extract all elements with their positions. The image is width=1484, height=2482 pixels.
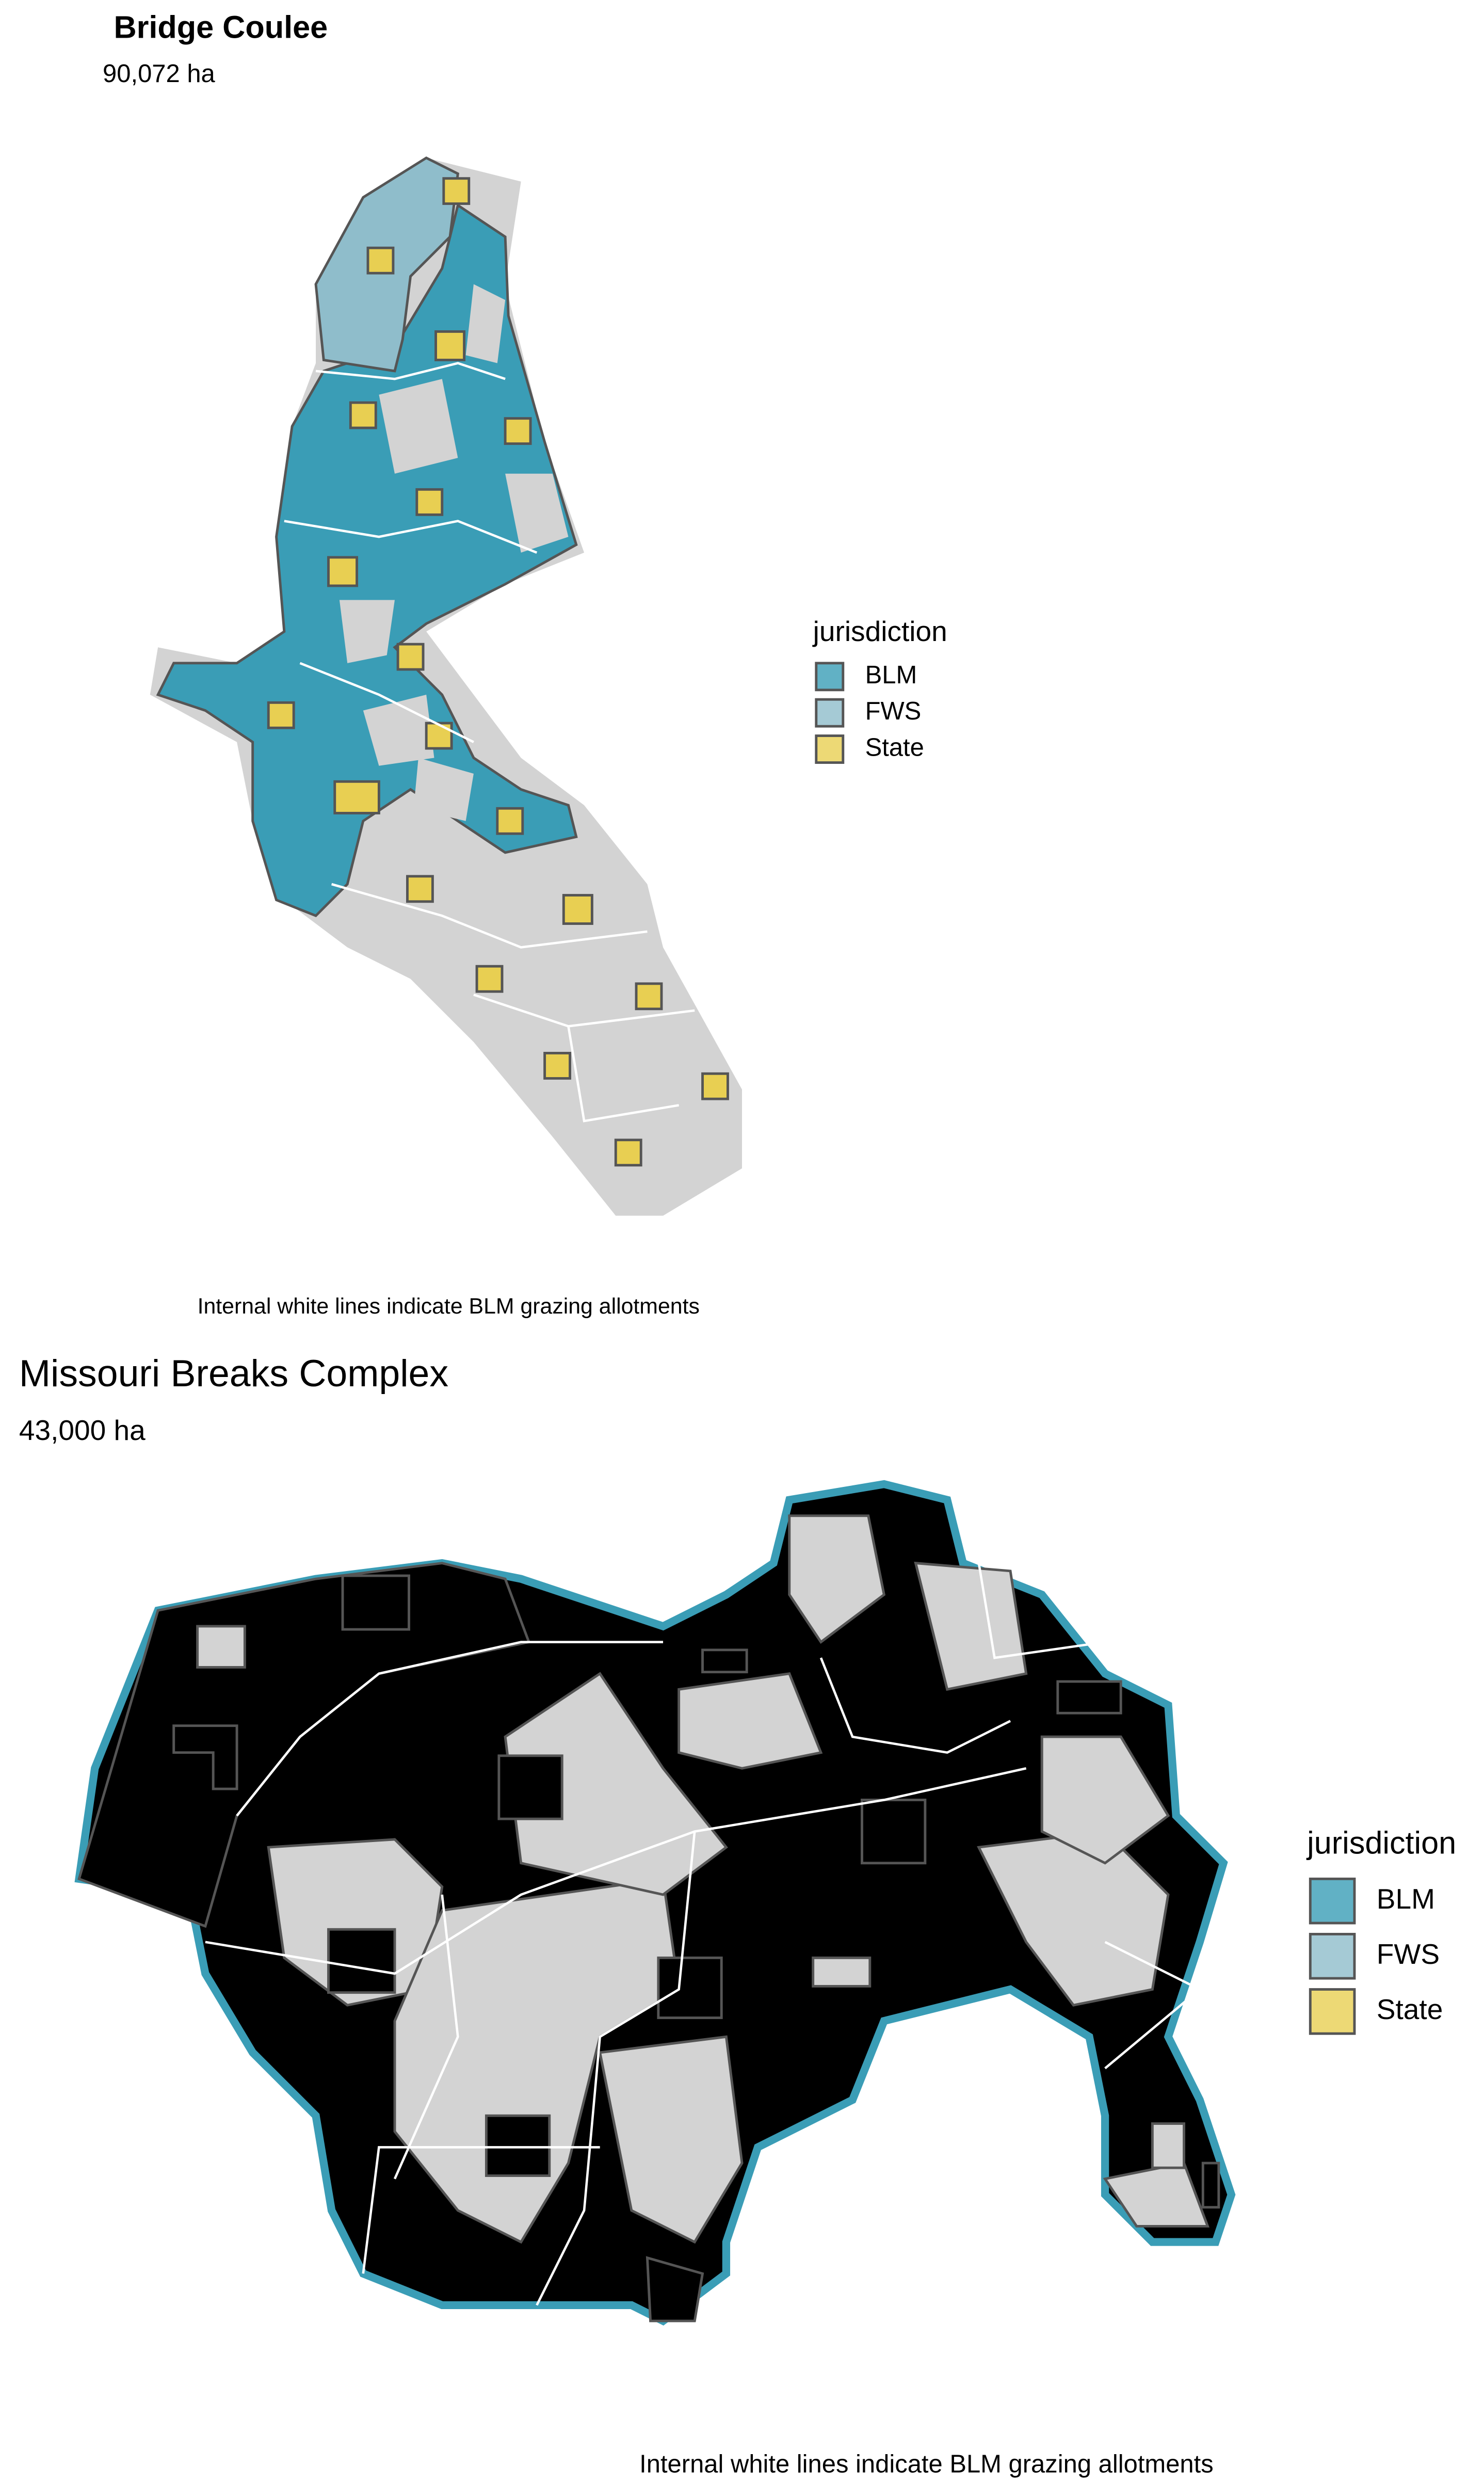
- map-area: 43,000 ha: [19, 1414, 146, 1446]
- legend-label: BLM: [1377, 1883, 1435, 1915]
- legend-title: jurisdiction: [812, 615, 947, 647]
- legend-swatch: [815, 734, 845, 764]
- land: [1151, 2122, 1186, 2169]
- state-parcels: [267, 177, 729, 1167]
- blm-land: [156, 203, 578, 918]
- state-parcel: [415, 488, 444, 516]
- state-parcel: [406, 875, 434, 903]
- land: [379, 379, 458, 474]
- state-parcel: [485, 2114, 551, 2177]
- state-parcel: [504, 417, 532, 445]
- allotment-lines: [205, 1563, 1202, 2306]
- state-parcel: [434, 330, 466, 361]
- state-parcel: [475, 965, 504, 993]
- caption: Internal white lines indicate BLM grazin…: [639, 2451, 1214, 2478]
- legend-swatch: [1309, 1988, 1356, 2035]
- land: [393, 1877, 681, 2244]
- legend-label: State: [865, 733, 924, 761]
- map-bridge-coulee: Bridge Coulee 90,072 ha: [103, 9, 947, 1319]
- land: [812, 1956, 872, 1988]
- state-parcel: [1056, 1680, 1122, 1715]
- legend-label: State: [1377, 1993, 1443, 2025]
- legend: BLM FWS State: [1309, 1877, 1443, 2035]
- caption: Internal white lines indicate BLM grazin…: [198, 1294, 700, 1319]
- legend-label: FWS: [1377, 1938, 1440, 1970]
- state-parcel: [172, 1724, 238, 1790]
- legend-swatch: [1309, 1877, 1356, 1925]
- legend-swatch: [815, 698, 845, 728]
- state-parcel: [396, 643, 425, 671]
- land: [196, 1625, 246, 1669]
- land: [413, 758, 474, 821]
- state-parcel: [543, 1052, 571, 1080]
- state-parcel: [701, 1648, 748, 1674]
- state-parcel: [496, 807, 524, 835]
- legend-title: jurisdiction: [1306, 1825, 1456, 1860]
- state-parcel: [327, 556, 359, 587]
- state-parcel: [614, 1139, 642, 1167]
- land: [339, 600, 395, 663]
- state-parcel: [425, 722, 453, 750]
- land: [598, 2035, 744, 2244]
- state-parcel: [646, 2256, 704, 2323]
- state-parcel: [341, 1574, 410, 1631]
- state-parcel: [349, 401, 377, 429]
- state-parcel: [861, 1798, 927, 1865]
- land: [465, 284, 506, 363]
- state-parcel: [701, 1072, 729, 1100]
- map-area: 90,072 ha: [103, 60, 215, 88]
- state-parcel: [267, 701, 295, 729]
- state-parcel: [562, 894, 593, 925]
- state-parcel: [1201, 2161, 1220, 2209]
- state-parcels: [172, 1574, 1220, 2323]
- legend: BLM FWS State: [815, 661, 924, 764]
- legend-label: BLM: [865, 661, 917, 689]
- allotment-lines: [284, 362, 695, 1123]
- state-parcel: [366, 246, 395, 275]
- map-missouri-breaks: Missouri Breaks Complex 43,000 ha: [19, 1352, 1456, 2478]
- land: [788, 1514, 886, 1644]
- state-parcel: [635, 982, 663, 1011]
- legend-label: FWS: [865, 697, 922, 725]
- land: [1040, 1735, 1170, 1865]
- state-parcel: [657, 1956, 723, 2020]
- legend-swatch: [815, 662, 845, 692]
- state-parcel: [327, 1928, 396, 1994]
- map-title: Bridge Coulee: [114, 9, 328, 44]
- land: [678, 1672, 823, 1770]
- state-parcel: [333, 780, 380, 814]
- land: [505, 473, 569, 553]
- map-title: Missouri Breaks Complex: [19, 1352, 448, 1395]
- legend-swatch: [1309, 1933, 1356, 1980]
- state-parcel: [497, 1754, 563, 1820]
- state-parcel: [442, 177, 471, 205]
